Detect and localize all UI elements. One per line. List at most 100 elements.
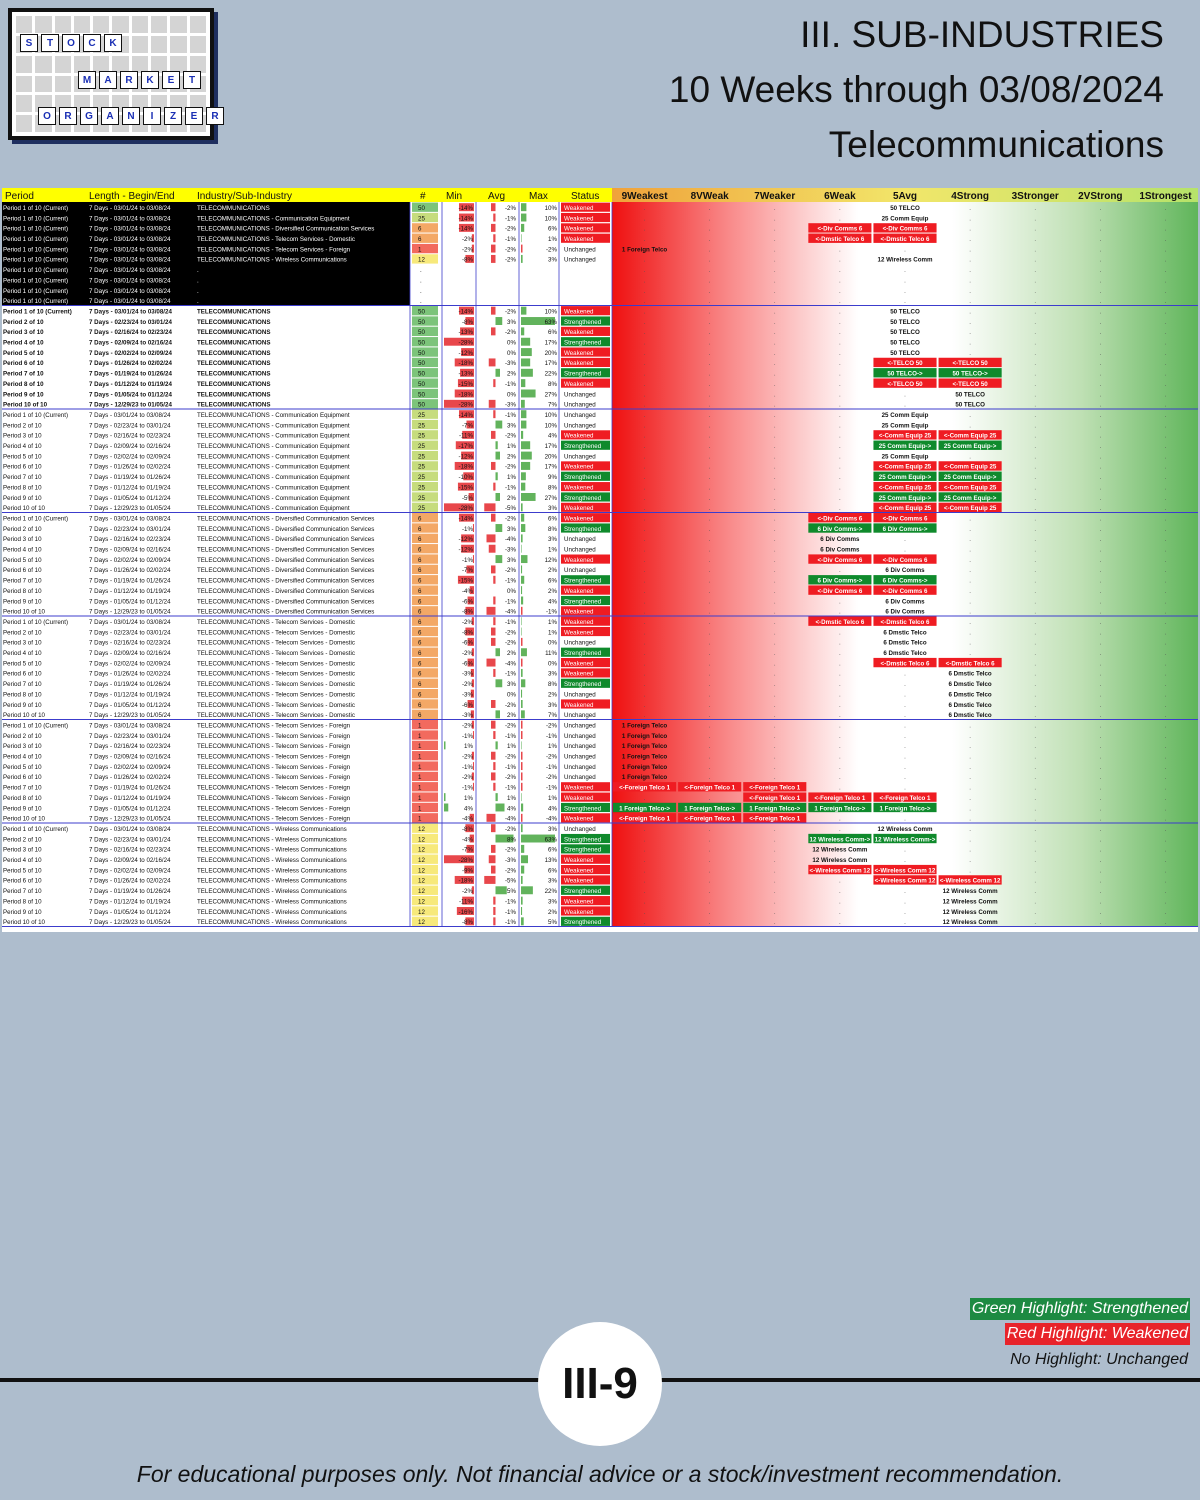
heat-label: 50 TELCO (890, 205, 920, 212)
heat-dot: . (839, 660, 841, 667)
status-cell-bg (561, 388, 610, 399)
heat-label: 6 Dmstic Telco (949, 712, 992, 719)
count-cell-bg (412, 399, 438, 409)
count-cell-bg (412, 337, 438, 347)
row-status: Weakened (564, 515, 594, 522)
heat-dot: . (904, 888, 906, 895)
row-count: 6 (418, 702, 422, 709)
row-max: -1% (546, 733, 558, 740)
row-industry: TELECOMMUNICATIONS - Communication Equip… (197, 215, 350, 222)
heat-dot: . (1099, 785, 1101, 792)
heat-dot: . (1034, 650, 1036, 657)
heat-dot: . (709, 505, 711, 512)
heat-dot: . (1034, 671, 1036, 678)
max-bar (521, 524, 526, 532)
row-max: -2% (546, 246, 558, 253)
status-cell-bg (561, 678, 610, 688)
row-avg: 3% (507, 557, 516, 564)
row-max: 22% (545, 371, 558, 378)
heat-dot: . (1099, 898, 1101, 905)
row-length: 7 Days - 02/16/24 to 02/23/24 (89, 329, 172, 336)
heat-dot: . (709, 371, 711, 378)
avg-bar (491, 772, 496, 781)
heat-dot: . (774, 308, 776, 315)
heat-highlight (938, 502, 1002, 512)
count-cell-bg (412, 513, 438, 523)
row-avg: -1% (505, 909, 517, 916)
row-max: 10% (545, 422, 558, 429)
count-cell-bg (412, 626, 438, 637)
status-cell-bg (561, 326, 610, 336)
row-industry: . (197, 288, 199, 295)
count-cell-bg (412, 492, 438, 502)
row-industry: TELECOMMUNICATIONS (197, 340, 270, 347)
row-status: Unchanged (564, 453, 596, 460)
heat-dot: . (709, 391, 711, 398)
heat-dot: . (1034, 567, 1036, 574)
heat-dot: . (1034, 764, 1036, 771)
row-min: -2% (462, 774, 474, 781)
row-max: 6% (548, 515, 557, 522)
row-length: 7 Days - 01/05/24 to 01/12/24 (89, 805, 171, 812)
heat-label: <-TELCO 50 (887, 381, 923, 388)
heat-dot: . (644, 319, 646, 326)
heat-dot: . (709, 267, 711, 274)
heat-dot: . (839, 350, 841, 357)
heat-dot: . (1165, 898, 1167, 905)
heat-label: <-Div Comms 6 (817, 515, 862, 522)
heat-dot: . (1165, 526, 1167, 533)
row-max: 13% (545, 857, 558, 864)
row-industry: TELECOMMUNICATIONS - Telecom Services - … (197, 805, 351, 812)
row-status: Strengthened (564, 847, 602, 854)
row-industry: TELECOMMUNICATIONS - Telecom Services - … (197, 671, 355, 678)
row-period: Period 9 of 10 (3, 495, 42, 502)
heat-dot: . (904, 536, 906, 543)
row-status: Weakened (564, 629, 594, 636)
heat-dot: . (1165, 484, 1167, 491)
row-count: 6 (418, 650, 422, 657)
row-min: -8% (462, 319, 474, 326)
heat-dot: . (774, 660, 776, 667)
column-header: Avg (488, 191, 505, 202)
row-min: -8% (462, 609, 474, 616)
row-period: Period 5 of 10 (3, 660, 42, 667)
min-bar (471, 234, 474, 243)
min-bar (459, 223, 474, 232)
heat-highlight (808, 802, 872, 813)
heat-dot: . (709, 733, 711, 740)
heat-dot: . (969, 650, 971, 657)
min-bar (469, 813, 474, 822)
heat-label: 25 Comm Equip-> (879, 443, 932, 450)
heat-dot: . (1165, 754, 1167, 761)
row-period: Period 8 of 10 (3, 484, 42, 491)
min-bar (472, 731, 474, 739)
row-count: 6 (418, 619, 422, 626)
heat-dot: . (1099, 567, 1101, 574)
heat-dot: . (644, 350, 646, 357)
avg-bar (495, 886, 507, 895)
heat-label: <-Foreign Telco 1 (684, 785, 735, 792)
status-cell-bg (561, 771, 610, 781)
row-length: 7 Days - 03/01/24 to 03/08/24 (89, 267, 171, 274)
min-bar (469, 586, 474, 595)
min-bar (465, 824, 474, 833)
row-count: 1 (418, 246, 422, 253)
heat-dot: . (774, 898, 776, 905)
heat-dot: . (969, 412, 971, 419)
heat-dot: . (644, 578, 646, 585)
heat-label: <-Foreign Telco 1 (749, 795, 800, 802)
count-cell-bg (412, 595, 438, 606)
heat-highlight (938, 430, 1002, 440)
heat-dot: . (709, 919, 711, 926)
heat-dot: . (969, 640, 971, 647)
heat-dot: . (1034, 847, 1036, 854)
heat-dot: . (774, 443, 776, 450)
heat-dot: . (644, 681, 646, 688)
heat-dot: . (1099, 733, 1101, 740)
heat-dot: . (839, 474, 841, 481)
status-cell-bg (561, 668, 610, 678)
heat-dot: . (774, 236, 776, 243)
heat-dot: . (1034, 412, 1036, 419)
row-length: 7 Days - 02/16/24 to 02/23/24 (89, 847, 171, 854)
row-length: 7 Days - 02/02/24 to 02/09/24 (89, 557, 171, 564)
